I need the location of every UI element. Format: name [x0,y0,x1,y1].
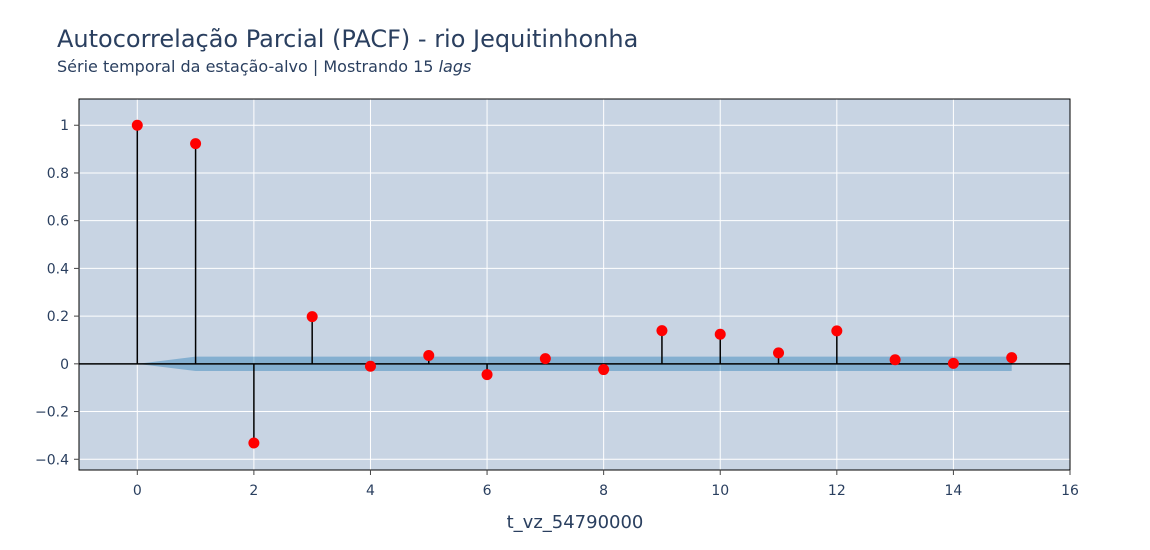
pacf-marker[interactable] [1006,352,1018,364]
x-tick-label: 12 [828,483,846,499]
pacf-marker[interactable] [773,347,785,359]
y-tick-label: −0.2 [35,405,69,421]
y-tick-label: 0.6 [47,214,69,230]
pacf-marker[interactable] [714,328,726,340]
x-tick-label: 4 [366,483,375,499]
pacf-marker[interactable] [947,357,959,369]
pacf-marker[interactable] [248,437,260,449]
y-tick-label: 1 [60,118,69,134]
y-tick-label: 0.2 [47,309,69,325]
pacf-marker[interactable] [598,364,610,376]
x-tick-label: 0 [133,483,142,499]
x-tick-label: 2 [249,483,258,499]
x-tick-label: 10 [711,483,729,499]
plot-area [79,99,1070,470]
x-tick-label: 14 [944,483,962,499]
pacf-marker[interactable] [481,369,493,381]
y-tick-label: −0.4 [35,452,69,468]
pacf-marker[interactable] [831,325,843,337]
pacf-marker[interactable] [423,349,435,361]
pacf-marker[interactable] [539,353,551,365]
pacf-marker[interactable] [306,311,318,323]
pacf-marker[interactable] [131,119,143,131]
markers [131,119,1018,449]
pacf-marker[interactable] [190,138,202,150]
pacf-marker[interactable] [656,325,668,337]
x-tick-label: 16 [1061,483,1079,499]
chart-subtitle: Série temporal da estação-alvo | Mostran… [57,57,471,76]
subtitle-text: Série temporal da estação-alvo | Mostran… [57,57,439,76]
chart-title: Autocorrelação Parcial (PACF) - rio Jequ… [57,25,639,53]
x-tick-label: 8 [599,483,608,499]
x-axis-ticks: 0 2 4 6 8 10 12 14 16 [133,470,1079,499]
x-tick-label: 6 [483,483,492,499]
subtitle-italic-text: lags [438,57,472,76]
pacf-marker[interactable] [364,360,376,372]
y-axis-ticks: −0.4 −0.2 0 0.2 0.4 0.6 0.8 1 [35,118,79,468]
x-axis-title: t_vz_54790000 [507,512,644,533]
y-tick-label: 0.4 [47,261,69,277]
y-tick-label: 0 [60,357,69,373]
plot-frame [78,98,1071,471]
pacf-marker[interactable] [889,354,901,366]
y-tick-label: 0.8 [47,166,69,182]
